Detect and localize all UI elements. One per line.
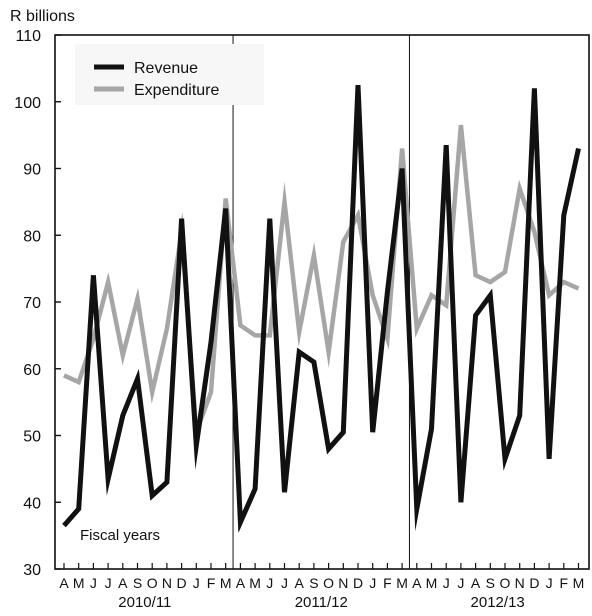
- legend-label-expenditure: Expenditure: [134, 82, 219, 99]
- y-tick-label: 40: [23, 495, 41, 512]
- x-tick-label: N: [162, 575, 172, 591]
- x-tick-label: J: [105, 575, 112, 591]
- x-tick-label: S: [133, 575, 142, 591]
- x-tick-label: J: [266, 575, 273, 591]
- y-tick-label: 60: [23, 362, 41, 379]
- y-tick-label: 100: [14, 95, 41, 112]
- y-tick-label: 90: [23, 162, 41, 179]
- x-tick-label: O: [323, 575, 334, 591]
- x-tick-label: O: [147, 575, 158, 591]
- x-tick-label: M: [220, 575, 232, 591]
- legend-label-revenue: Revenue: [134, 60, 198, 77]
- x-tick-label: M: [249, 575, 261, 591]
- y-tick-label: 30: [23, 562, 41, 579]
- x-tick-label: N: [338, 575, 348, 591]
- x-tick-label: A: [295, 575, 305, 591]
- y-tick-label: 80: [23, 228, 41, 245]
- x-tick-label: A: [59, 575, 69, 591]
- x-tick-label: J: [90, 575, 97, 591]
- y-tick-label: 50: [23, 429, 41, 446]
- x-tick-label: S: [309, 575, 318, 591]
- x-tick-label: J: [369, 575, 376, 591]
- fiscal-year-label: 2012/13: [471, 594, 525, 611]
- x-tick-label: F: [207, 575, 216, 591]
- x-tick-label: A: [412, 575, 422, 591]
- legend: Revenue Expenditure: [94, 60, 219, 99]
- y-tick-label: 70: [23, 295, 41, 312]
- x-tick-label: S: [486, 575, 495, 591]
- fiscal-years-annotation: Fiscal years: [80, 527, 160, 544]
- x-tick-label: J: [546, 575, 553, 591]
- legend-background: [75, 44, 264, 105]
- x-tick-label: D: [529, 575, 539, 591]
- x-tick-label: D: [353, 575, 363, 591]
- series-line-expenditure: [63, 124, 580, 443]
- x-tick-label: A: [118, 575, 128, 591]
- y-axis-label: R billions: [10, 8, 75, 25]
- x-tick-label: M: [73, 575, 85, 591]
- x-tick-label: F: [560, 575, 569, 591]
- x-tick-label: O: [500, 575, 511, 591]
- x-tick-label: D: [177, 575, 187, 591]
- x-tick-label: J: [193, 575, 200, 591]
- x-tick-label: A: [471, 575, 481, 591]
- x-tick-label: F: [383, 575, 392, 591]
- x-tick-label: M: [396, 575, 408, 591]
- x-tick-label: J: [457, 575, 464, 591]
- series-line-revenue: [62, 84, 581, 534]
- x-tick-label: A: [236, 575, 246, 591]
- x-tick-label: N: [515, 575, 525, 591]
- x-tick-label: M: [573, 575, 585, 591]
- x-tick-label: J: [443, 575, 450, 591]
- fiscal-year-label: 2011/12: [295, 594, 348, 611]
- x-tick-label: J: [281, 575, 288, 591]
- fiscal-year-label: 2010/11: [118, 594, 171, 611]
- x-tick-label: M: [426, 575, 438, 591]
- y-tick-label: 110: [15, 28, 41, 45]
